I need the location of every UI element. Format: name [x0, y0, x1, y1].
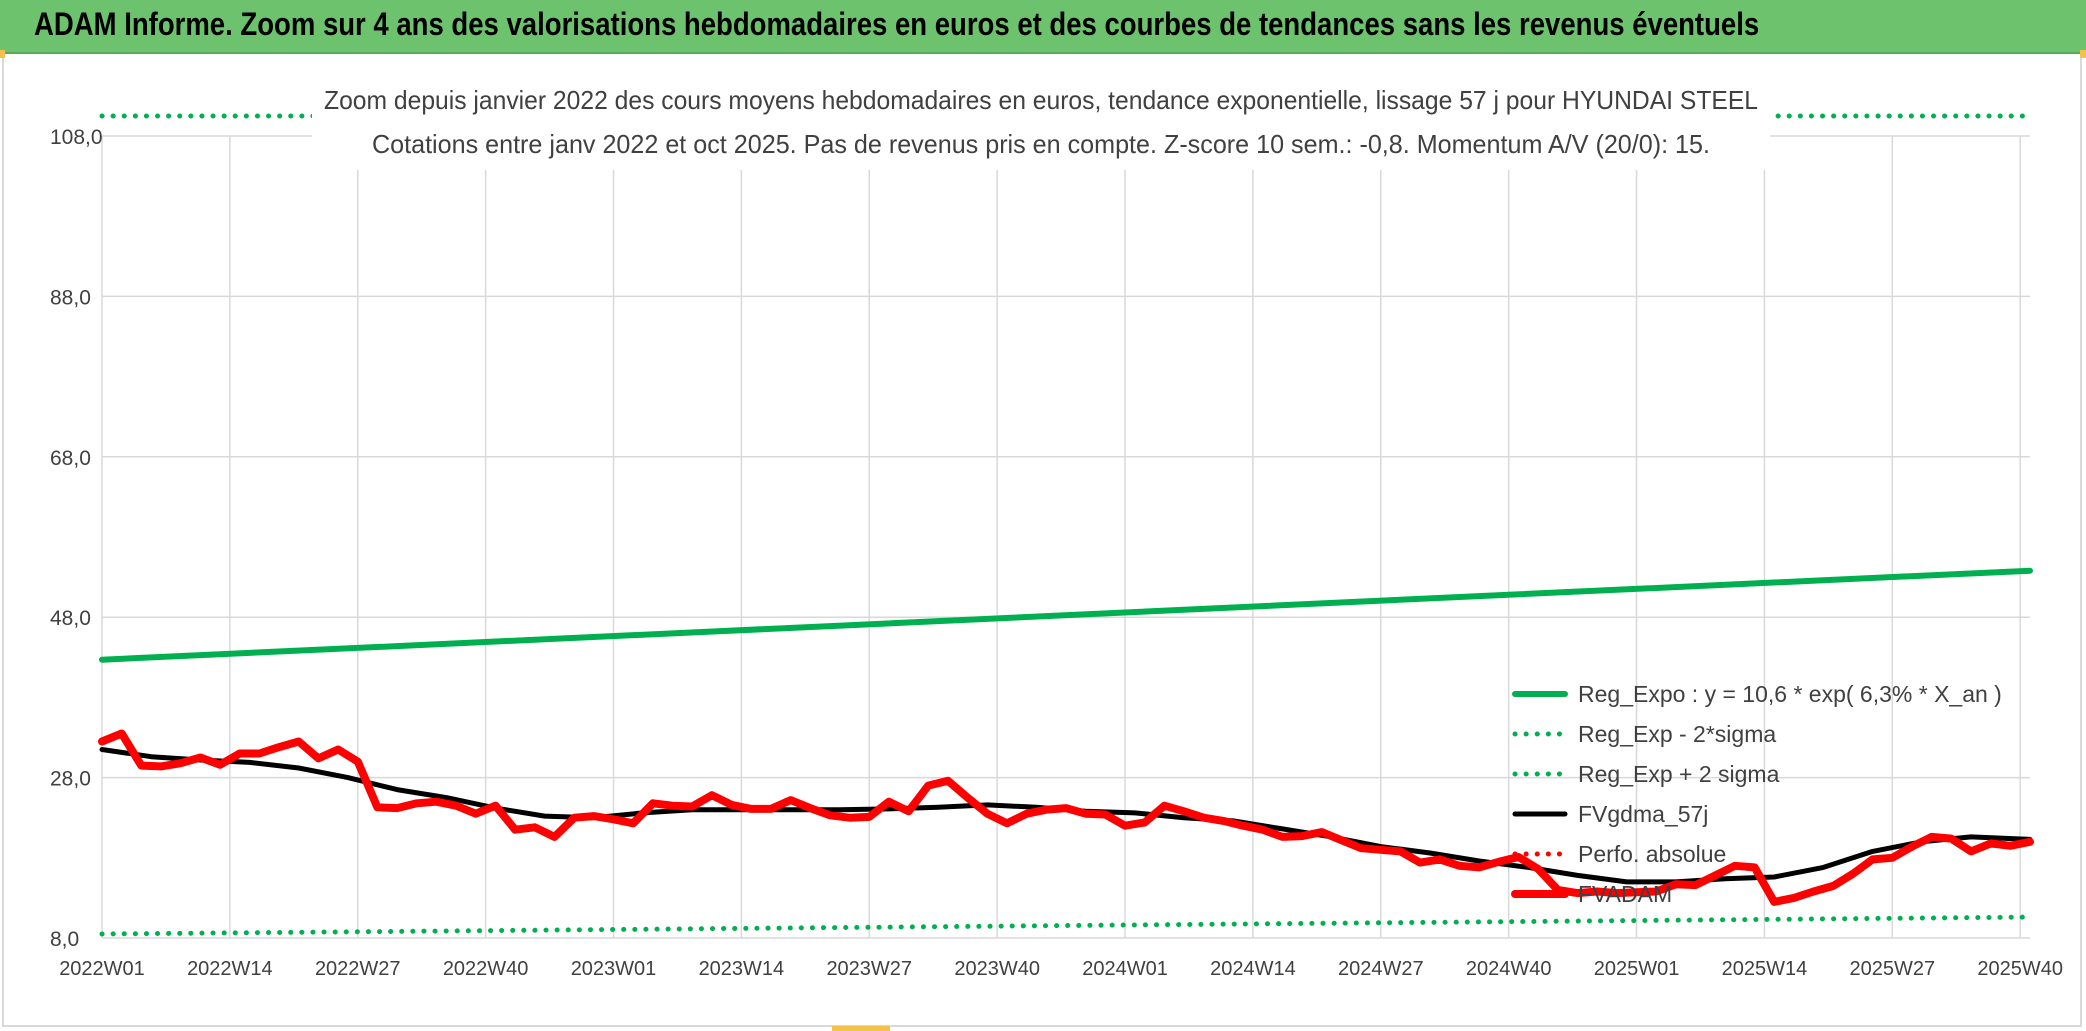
x-tick-label: 2025W40 [1977, 958, 2063, 980]
x-tick-label: 2023W40 [954, 958, 1040, 980]
corner-mark-left [0, 50, 5, 58]
chart-title: Zoom depuis janvier 2022 des cours moyen… [324, 85, 1758, 115]
x-tick-label: 2023W14 [699, 958, 785, 980]
x-tick-label: 2022W27 [315, 958, 401, 980]
axes: 108,0 88,0 68,0 48,0 28,0 8,0 2022W01 2022W14 20… [50, 126, 2063, 980]
x-tick-label: 2022W14 [187, 958, 273, 980]
x-tick-label: 2025W01 [1594, 958, 1680, 980]
legend-label: Reg_Expo : y = 10,6 * exp( 6,3% * X_an ) [1578, 681, 2002, 707]
legend: Reg_Expo : y = 10,6 * exp( 6,3% * X_an )… [1511, 681, 2002, 907]
x-tick-label: 2023W01 [571, 958, 657, 980]
y-tick-label: 8,0 [50, 928, 79, 951]
plot-area [80, 118, 2031, 943]
series-line-0 [99, 567, 2033, 663]
x-tick-label: 2024W14 [1210, 958, 1296, 980]
y-tick-label: 48,0 [50, 607, 91, 630]
x-tick-label: 2025W14 [1722, 958, 1808, 980]
series-line-1 [99, 914, 2033, 937]
x-tick-label: 2023W27 [826, 958, 912, 980]
title-backdrop [312, 78, 1770, 170]
x-tick-label: 2024W27 [1338, 958, 1424, 980]
y-tick-label: 108,0 [50, 126, 103, 149]
x-tick-label: 2022W40 [443, 958, 529, 980]
legend-label: Reg_Exp + 2 sigma [1578, 761, 1780, 787]
x-tick-label: 2025W27 [1849, 958, 1935, 980]
report-header: ADAM Informe. Zoom sur 4 ans des valoris… [0, 0, 2086, 54]
bottom-handle [832, 1026, 890, 1031]
report-title: ADAM Informe. Zoom sur 4 ans des valoris… [34, 6, 1760, 42]
legend-label: Reg_Exp - 2*sigma [1578, 721, 1776, 747]
x-tick-label: 2024W01 [1082, 958, 1168, 980]
y-tick-label: 28,0 [50, 768, 91, 791]
y-tick-label: 88,0 [50, 286, 91, 309]
gridlines [101, 135, 2030, 939]
legend-label: Perfo. absolue [1578, 841, 1726, 867]
legend-label: FVgdma_57j [1578, 801, 1708, 827]
chart-frame [2, 54, 2082, 1027]
corner-mark-right [2080, 50, 2086, 58]
x-tick-label: 2024W40 [1466, 958, 1552, 980]
x-tick-label: 2022W01 [59, 958, 145, 980]
y-tick-label: 68,0 [50, 447, 91, 470]
legend-label: FVADAM [1578, 881, 1672, 907]
series-line-5 [98, 729, 2034, 906]
chart-subtitle: Cotations entre janv 2022 et oct 2025. P… [372, 129, 1710, 159]
